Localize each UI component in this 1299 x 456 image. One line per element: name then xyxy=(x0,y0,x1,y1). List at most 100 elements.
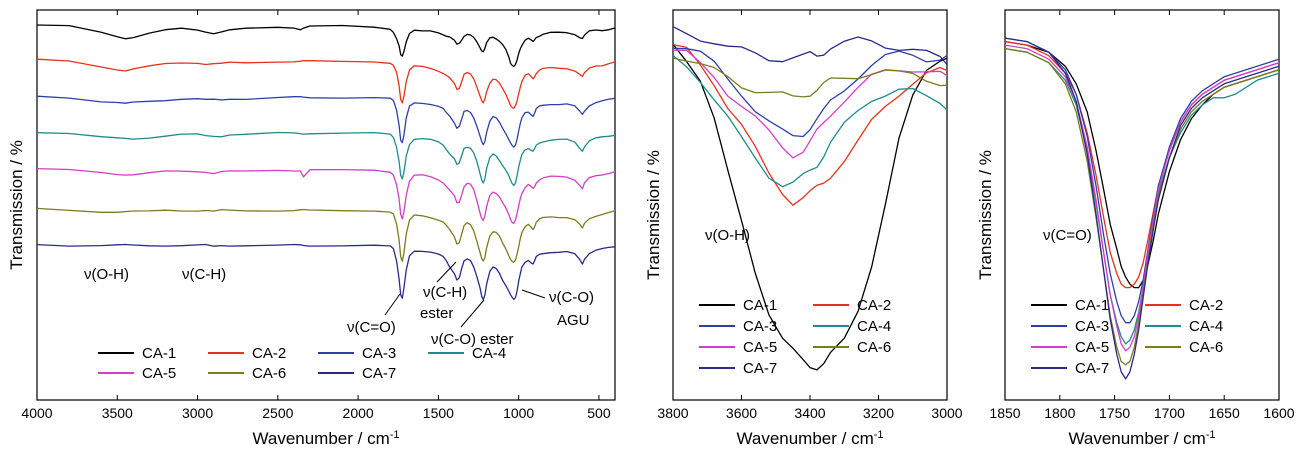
legend: CA-1 CA-2 CA-3 CA-4 CA-5 CA-6 CA-7 xyxy=(1031,297,1223,377)
legend-item-ca-5: CA-5 xyxy=(699,339,777,356)
arrow-ch xyxy=(436,261,457,283)
legend-label: CA-2 xyxy=(857,297,891,314)
panel-co-region: 1850 1800 1750 1700 1650 1600 Transmission / … xyxy=(976,9,1295,448)
series-ca-3 xyxy=(1004,37,1280,324)
panel-oh-region: 3800 3600 3400 3200 3000 Transmission / % Wa… xyxy=(644,9,963,448)
legend-label: CA-4 xyxy=(472,345,506,362)
series-ca-2 xyxy=(36,58,616,109)
annotation-ch: ν(C-H) xyxy=(182,266,226,283)
legend-item-ca-1: CA-1 xyxy=(98,345,176,362)
legend-item-ca-3: CA-3 xyxy=(1031,318,1109,335)
x-tick-label: 3000 xyxy=(182,405,213,421)
series-traces xyxy=(1004,37,1280,380)
legend-label: CA-7 xyxy=(1075,360,1109,377)
series-ca-6 xyxy=(672,57,948,98)
legend-label: CA-5 xyxy=(142,365,176,382)
series-ca-1 xyxy=(672,43,948,371)
annotation-ch-ester-2: ester xyxy=(420,305,453,322)
legend-label: CA-3 xyxy=(362,345,396,362)
annotation-oh: ν(O-H) xyxy=(84,266,129,283)
series-ca-5 xyxy=(672,49,948,159)
legend-item-ca-7: CA-7 xyxy=(1031,360,1109,377)
plot-frame xyxy=(36,9,616,401)
legend-label: CA-2 xyxy=(1189,297,1223,314)
x-tick-label: 2000 xyxy=(343,405,374,421)
x-tick-label: 1650 xyxy=(1209,405,1240,421)
annotation-co: ν(C=O) xyxy=(1043,227,1092,244)
series-traces xyxy=(36,24,616,301)
legend-item-ca-2: CA-2 xyxy=(208,345,286,362)
legend-label: CA-7 xyxy=(362,365,396,382)
series-ca-2 xyxy=(672,43,948,206)
series-ca-4 xyxy=(36,131,616,187)
plot-frame xyxy=(672,9,948,401)
x-tick-label: 1850 xyxy=(989,405,1020,421)
legend: CA-1 CA-2 CA-3 CA-4 CA-5 CA-6 CA-7 xyxy=(699,297,891,377)
legend-item-ca-1: CA-1 xyxy=(699,297,777,314)
x-tick-label: 3800 xyxy=(657,405,688,421)
series-ca-3 xyxy=(672,47,948,138)
legend-label: CA-4 xyxy=(1189,318,1223,335)
legend-label: CA-5 xyxy=(1075,339,1109,356)
axis-titles: Transmission / % Wavenumber / cm-1 xyxy=(7,140,400,448)
series-ca-1 xyxy=(1004,40,1280,289)
series-ca-7 xyxy=(1004,37,1280,380)
legend-label: CA-5 xyxy=(743,339,777,356)
y-axis-title: Transmission / % xyxy=(644,150,663,280)
x-tick-label: 3400 xyxy=(794,405,825,421)
x-tick-label: 1600 xyxy=(1263,405,1294,421)
legend-item-ca-6: CA-6 xyxy=(208,365,286,382)
x-ticks: 4000 3500 3000 2500 2000 1500 1000 500 xyxy=(21,10,611,421)
legend-label: CA-4 xyxy=(857,318,891,335)
y-axis-title: Transmission / % xyxy=(7,140,26,270)
series-ca-2 xyxy=(1004,40,1280,289)
x-tick-label: 1750 xyxy=(1099,405,1130,421)
x-tick-label: 1700 xyxy=(1154,405,1185,421)
legend-item-ca-5: CA-5 xyxy=(98,365,176,382)
annotation-co: ν(C=O) xyxy=(347,319,396,336)
legend-label: CA-1 xyxy=(142,345,176,362)
legend-label: CA-3 xyxy=(743,318,777,335)
x-axis-title: Wavenumber / cm-1 xyxy=(736,429,883,448)
legend-item-ca-1: CA-1 xyxy=(1031,297,1109,314)
x-ticks: 3800 3600 3400 3200 3000 xyxy=(657,10,963,421)
axis-titles: Transmission / % Wavenumber / cm-1 xyxy=(644,150,884,448)
axis-titles: Transmission / % Wavenumber / cm-1 xyxy=(976,150,1216,448)
annotation-co-ester: ν(C-O) ester xyxy=(431,331,514,348)
legend-item-ca-4: CA-4 xyxy=(428,345,506,362)
legend-label: CA-1 xyxy=(1075,297,1109,314)
x-tick-label: 3200 xyxy=(863,405,894,421)
annotations: ν(O-H) ν(C-H) ν(C=O) ν(C-H) ester ν(C-O)… xyxy=(84,261,594,348)
legend-item-ca-6: CA-6 xyxy=(1145,339,1223,356)
annotation-co-agu-2: AGU xyxy=(557,312,590,329)
legend-item-ca-2: CA-2 xyxy=(813,297,891,314)
legend-label: CA-1 xyxy=(743,297,777,314)
x-tick-label: 4000 xyxy=(21,405,52,421)
x-tick-label: 3000 xyxy=(931,405,962,421)
annotation-oh: ν(O-H) xyxy=(705,227,750,244)
annotation-co-agu: ν(C-O) xyxy=(549,289,594,306)
legend-item-ca-3: CA-3 xyxy=(699,318,777,335)
series-ca-3 xyxy=(36,95,616,148)
x-tick-label: 3500 xyxy=(102,405,133,421)
panel-full-spectra: 4000 3500 3000 2500 2000 1500 1000 500 Transmis… xyxy=(7,9,616,448)
x-tick-label: 3600 xyxy=(726,405,757,421)
series-ca-6 xyxy=(1004,47,1280,366)
series-traces xyxy=(672,26,948,371)
legend-item-ca-6: CA-6 xyxy=(813,339,891,356)
y-axis-title: Transmission / % xyxy=(976,150,995,280)
x-ticks: 1850 1800 1750 1700 1650 1600 xyxy=(989,10,1295,421)
annotation-ch-ester: ν(C-H) xyxy=(423,284,467,301)
legend-item-ca-7: CA-7 xyxy=(699,360,777,377)
legend-label: CA-2 xyxy=(252,345,286,362)
arrow-co xyxy=(384,293,401,316)
arrow-co-ester xyxy=(460,299,485,328)
series-ca-4 xyxy=(672,55,948,188)
legend-label: CA-6 xyxy=(1189,339,1223,356)
x-axis-title: Wavenumber / cm-1 xyxy=(1068,429,1215,448)
arrow-co-agu xyxy=(521,289,546,299)
x-tick-label: 500 xyxy=(587,405,611,421)
legend-item-ca-4: CA-4 xyxy=(813,318,891,335)
x-axis-title: Wavenumber / cm-1 xyxy=(252,429,399,448)
